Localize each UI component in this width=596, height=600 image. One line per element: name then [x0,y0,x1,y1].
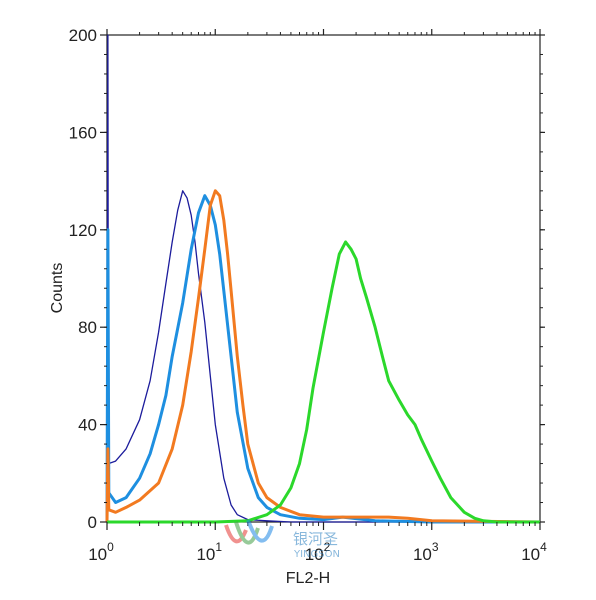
y-axis-tick-labels: 0 40 80 120 160 200 [69,26,97,532]
y-axis-ticks [100,34,545,523]
watermark-chinese-text: 银河圣 [293,530,338,548]
x-axis-tick-labels: 100 101 102 103 104 [88,540,547,564]
y-axis-title: Counts [49,263,66,314]
x-axis-ticks [106,29,541,530]
plot-frame [106,34,541,523]
y-tick-label: 160 [69,123,97,142]
watermark-logo: 银河圣 YINGSON [224,519,340,560]
x-tick-label: 103 [413,540,439,564]
x-tick-label: 101 [196,540,222,564]
histogram-series-2 [105,194,540,524]
x-axis-title: FL2-H [286,570,330,587]
histogram-series-3 [105,189,541,524]
series-layer [105,34,541,524]
x-tick-label: 100 [88,540,114,564]
y-tick-label: 0 [88,513,97,532]
y-tick-label: 120 [69,221,97,240]
y-tick-label: 80 [78,318,97,337]
x-tick-label: 102 [305,540,331,564]
y-tick-label: 200 [69,26,97,45]
watermark-english-text: YINGSON [293,549,340,560]
x-tick-label: 104 [521,540,547,564]
histogram-series-1 [106,34,540,523]
y-tick-label: 40 [78,416,97,435]
watermark-emblem-icon [224,519,274,545]
histogram-series-4 [107,240,540,524]
